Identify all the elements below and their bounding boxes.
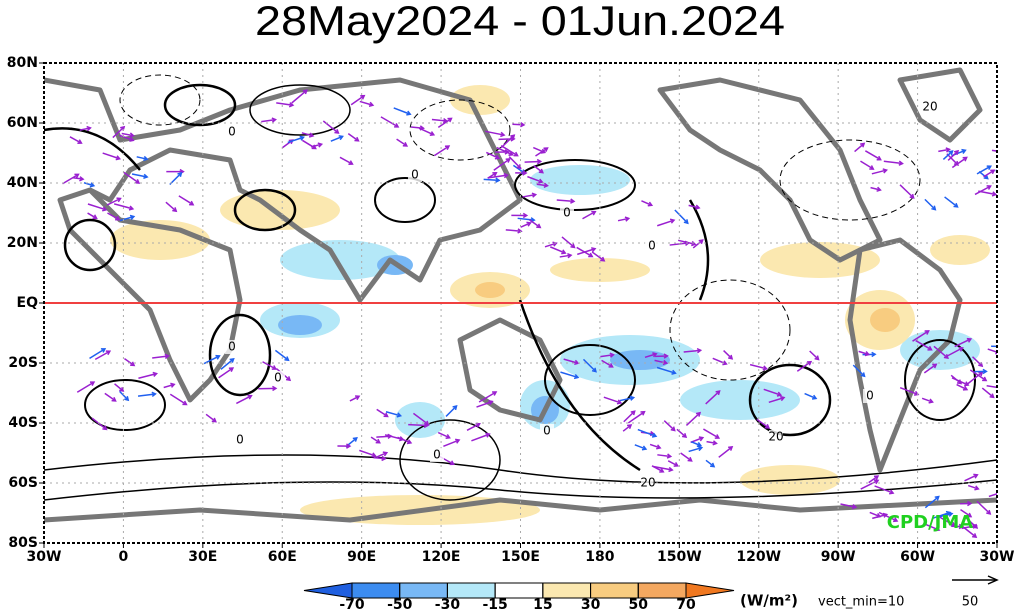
vector-head [998,386,1002,390]
colorbar-segment [447,583,495,598]
contour-label: 0 [274,371,282,385]
colorbar-arrow [304,583,352,598]
contour-label: 0 [433,448,441,462]
colorbar-segment [352,583,400,598]
colorbar-segment [543,583,591,598]
contour-label: 0 [563,206,571,220]
vector-min: vect_min=10 [818,595,904,610]
colorbar-tick-label: -30 [435,597,461,612]
x-tick-label: 120W [736,549,781,565]
colorbar-segment [591,583,639,598]
colorbar-tick-label: -50 [387,597,413,612]
x-tick-label: 90W [821,549,856,565]
colorbar-tick-label: 50 [629,597,649,612]
credit: CPD/JMA [887,512,974,533]
contour-label: 0 [543,424,551,438]
colorbar-tick-label: -15 [482,597,507,612]
y-tick-label: 80S [8,535,38,551]
contour-label: 0 [228,125,236,139]
contour-label: 0 [648,239,656,253]
title: 28May2024 - 01Jun.2024 [255,0,785,44]
colorbar: -70 -50 -30 -15 15 30 50 70 [304,583,734,612]
vector [525,161,541,162]
x-tick-label: 60E [268,549,297,565]
colorbar-tick-label: 15 [533,597,552,612]
contour-label: 0 [236,433,244,447]
contour-label: 0 [228,340,236,354]
y-tick-label: EQ [17,295,39,311]
reference-vector-label: 50 [962,595,979,610]
x-tick-label: 150E [501,549,540,565]
y-tick-label: 20N [7,235,38,251]
x-tick-label: 30E [188,549,217,565]
x-tick-label: 30W [27,549,62,565]
colorbar-segment [638,583,686,598]
y-tick-label: 20S [8,355,38,371]
y-tick-label: 40N [7,175,38,191]
contour-label: 20 [768,430,783,444]
colorbar-tick-label: -70 [339,597,365,612]
vector-head [1007,345,1010,349]
colorbar-segment [495,583,543,598]
x-tick-label: 150W [657,549,702,565]
x-tick-label: 0 [119,549,129,565]
y-tick-label: 40S [8,415,38,431]
y-tick-label: 60S [8,475,38,491]
vector-head [1004,161,1008,165]
vector-head [1000,491,1004,495]
colorbar-arrow [686,583,734,598]
x-tick-label: 90E [347,549,376,565]
contour-label: 0 [411,168,419,182]
vector [499,139,515,140]
x-tick-label: 60W [900,549,935,565]
x-tick-label: 30W [980,549,1014,565]
contour-label: 20 [640,476,655,490]
contour-label: 20 [922,100,937,114]
colorbar-tick-label: 70 [676,597,696,612]
contour-label: 0 [866,389,874,403]
x-tick-label: 180 [585,549,614,565]
y-tick-label: 80N [7,55,38,71]
x-tick-label: 120E [422,549,461,565]
colorbar-tick-label: 30 [581,597,601,612]
vector-head [1004,150,1008,154]
y-tick-label: 60N [7,115,38,131]
colorbar-segment [400,583,448,598]
colorbar-units: (W/m²) [740,592,798,610]
